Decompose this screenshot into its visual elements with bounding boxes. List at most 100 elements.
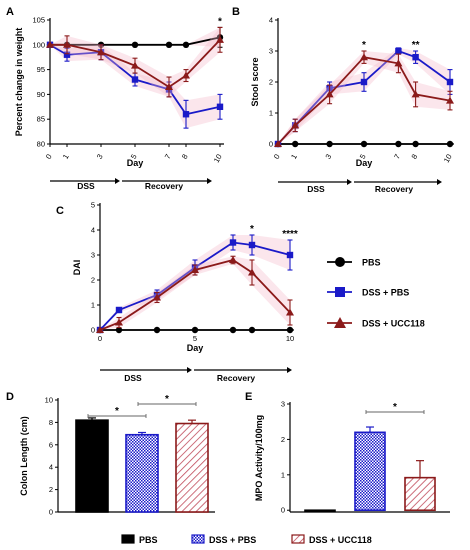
x-tick-label: 0 (98, 334, 102, 343)
significance-marker: * (115, 406, 119, 417)
y-tick-label: 0 (281, 506, 285, 515)
error-band-dss_pbs (50, 44, 220, 129)
y-tick-label: 10 (45, 396, 53, 405)
data-point-pbs (360, 140, 368, 148)
error-band-dss_pbs (100, 235, 290, 330)
data-point-dss_ucc (165, 82, 173, 90)
y-tick-label: 2 (91, 276, 95, 285)
data-point-dss_ucc (291, 121, 300, 129)
x-tick-label: 3 (95, 153, 105, 161)
data-point-pbs (115, 326, 123, 334)
data-point-pbs (286, 326, 294, 334)
y-tick-label: 90 (37, 90, 45, 99)
legend-marker-pbs (335, 257, 345, 267)
data-point-dss_ucc (131, 61, 139, 69)
legend-label-pbs: PBS (362, 258, 381, 268)
data-point-dss_pbs (131, 76, 139, 83)
x-tick-label: 7 (163, 153, 173, 161)
phase-arrowhead-recovery (437, 179, 442, 185)
significance-marker: * (218, 16, 222, 27)
y-axis-title: DAI (72, 260, 82, 276)
y-tick-label: 1 (91, 301, 95, 310)
y-tick-label: 80 (37, 140, 45, 149)
phase-label-dss: DSS (307, 184, 325, 194)
bar-legend-swatch-pbs (121, 534, 135, 544)
data-point-pbs (248, 326, 256, 334)
x-tick-label: 7 (392, 153, 402, 161)
data-point-dss_ucc (286, 308, 294, 316)
x-tick-label: 5 (358, 153, 368, 161)
x-tick-label: 10 (286, 334, 294, 343)
x-tick-label: 1 (61, 153, 71, 161)
y-tick-label: 95 (37, 65, 45, 74)
error-band-pbs (50, 27, 220, 48)
panel-letter-b: B (232, 6, 240, 18)
phase-arrowhead-dss (115, 178, 120, 184)
y-tick-label: 1 (269, 109, 273, 118)
x-tick-label: 5 (129, 153, 139, 161)
data-point-dss_ucc (182, 71, 190, 79)
phase-label-recovery: Recovery (375, 184, 414, 194)
x-tick-label: 5 (193, 334, 197, 343)
y-tick-label: 2 (269, 78, 273, 87)
y-axis-title: Percent change in weight (14, 28, 24, 137)
data-point-dss_pbs (182, 111, 190, 118)
data-point-dss_pbs (229, 239, 237, 246)
data-point-dss_pbs (360, 78, 368, 86)
y-tick-label: 85 (37, 115, 45, 124)
data-point-pbs (153, 326, 161, 334)
y-tick-label: 100 (32, 40, 45, 49)
x-tick-label: 1 (289, 153, 299, 161)
y-tick-label: 8 (49, 418, 53, 427)
phase-label-recovery: Recovery (145, 181, 184, 191)
y-tick-label: 105 (32, 16, 45, 25)
data-point-dss_ucc (191, 266, 199, 273)
x-axis-title: Day (356, 158, 373, 168)
data-point-dss_ucc (325, 90, 334, 98)
phase-label-dss: DSS (124, 373, 142, 383)
bar-legend-swatch-dss_ucc (291, 534, 305, 544)
bar-dss_pbs (125, 433, 159, 513)
x-tick-label: 8 (180, 153, 190, 161)
data-point-dss_pbs (216, 103, 224, 110)
y-tick-label: 5 (91, 201, 95, 210)
x-axis-title: Day (127, 158, 144, 168)
data-point-pbs (182, 41, 190, 48)
y-tick-label: 2 (281, 435, 285, 444)
data-point-pbs (165, 41, 173, 48)
y-axis-title: Stool score (250, 57, 260, 106)
data-point-dss_ucc (96, 326, 104, 333)
x-axis-title: Day (187, 343, 204, 353)
data-point-dss_ucc (360, 53, 368, 61)
data-point-dss_ucc (46, 40, 54, 48)
data-point-dss_pbs (248, 241, 256, 249)
x-tick-label: 10 (442, 153, 454, 165)
legend-label-dss_ucc: DSS + UCC118 (362, 319, 425, 329)
data-point-dss_ucc (153, 293, 161, 301)
data-point-pbs (395, 140, 402, 148)
legend-marker-dss_ucc (334, 317, 346, 328)
significance-marker: * (165, 394, 169, 405)
data-point-dss_ucc (229, 256, 237, 263)
phase-arrowhead-dss (347, 179, 352, 185)
data-point-dss_pbs (63, 51, 71, 58)
y-tick-label: 4 (269, 16, 273, 25)
data-point-dss_pbs (412, 54, 419, 61)
data-point-pbs (131, 41, 139, 48)
x-tick-label: 8 (409, 153, 419, 161)
data-point-dss_ucc (248, 268, 256, 276)
data-point-dss_ucc (394, 59, 403, 67)
bar-legend-label-dss_ucc: DSS + UCC118 (309, 535, 372, 545)
bar-legend-label-pbs: PBS (139, 535, 158, 545)
phase-label-recovery: Recovery (217, 373, 256, 383)
data-point-pbs (412, 140, 419, 148)
significance-marker: **** (282, 229, 298, 240)
data-point-dss_ucc (115, 318, 123, 326)
phase-arrowhead-recovery (287, 367, 292, 373)
y-tick-label: 4 (91, 226, 95, 235)
data-point-dss_ucc (274, 140, 282, 147)
y-tick-label: 0 (269, 140, 273, 149)
bar-dss_ucc (175, 422, 209, 513)
y-tick-label: 3 (91, 251, 95, 260)
error-band-dss_ucc (278, 51, 450, 144)
